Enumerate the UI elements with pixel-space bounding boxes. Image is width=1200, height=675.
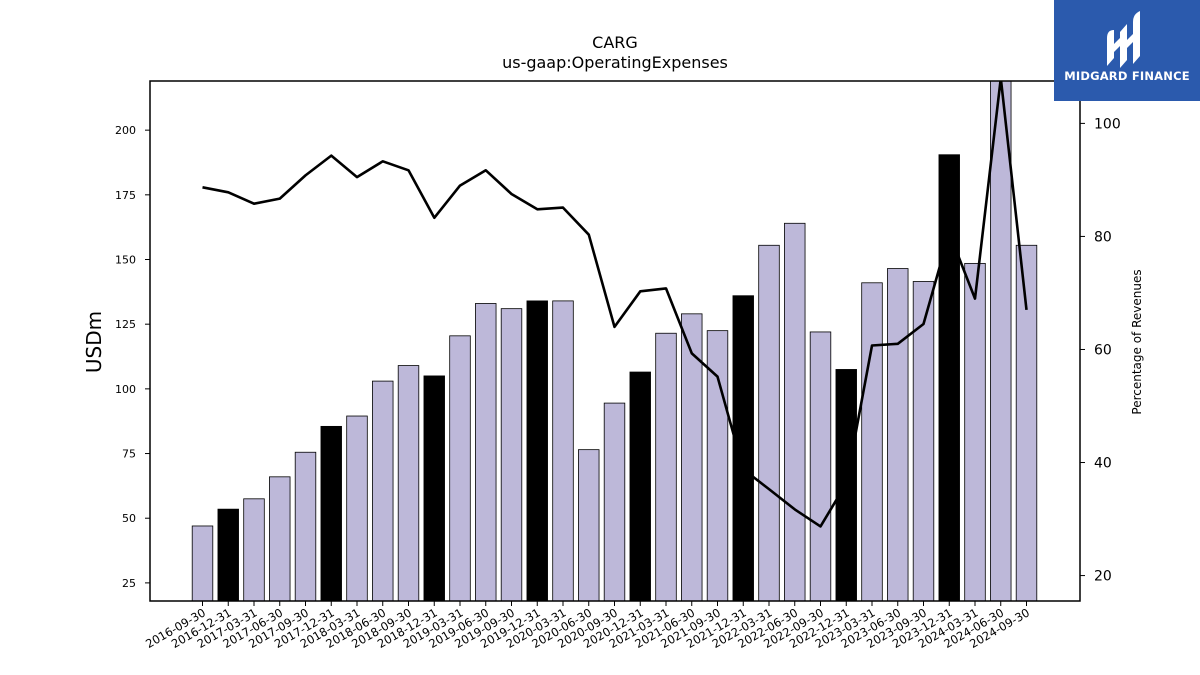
bar-2021-12-31 xyxy=(732,295,754,602)
bar-2017-06-30 xyxy=(269,476,291,602)
y-tick-label: 175 xyxy=(115,189,136,202)
bars xyxy=(191,80,1038,602)
y-tick-label: 125 xyxy=(115,318,136,331)
y2-tick-label: 40 xyxy=(1094,456,1112,472)
y-tick-label: 50 xyxy=(122,512,136,525)
y2-tick-label: 60 xyxy=(1094,342,1112,358)
bar-2017-12-31 xyxy=(320,425,342,602)
y2-tick-label: 100 xyxy=(1094,116,1121,132)
bar-2024-06-30 xyxy=(990,80,1012,602)
y-tick-label: 200 xyxy=(115,124,136,137)
y-tick-label: 25 xyxy=(122,577,136,590)
bar-2020-09-30 xyxy=(603,402,626,602)
chart-subtitle: us-gaap:OperatingExpenses xyxy=(502,53,728,72)
y2-tick-label: 80 xyxy=(1094,229,1112,245)
bar-2018-03-31 xyxy=(346,415,368,602)
bar-2019-12-31 xyxy=(526,300,548,602)
bar-2021-06-30 xyxy=(681,313,703,602)
y2-axis-label: Percentage of Revenues xyxy=(1130,269,1144,414)
bar-2023-03-31 xyxy=(861,282,883,602)
bar-2020-06-30 xyxy=(578,449,600,602)
y-tick-label: 75 xyxy=(122,448,136,461)
bar-2017-09-30 xyxy=(294,451,317,602)
bar-2023-12-31 xyxy=(938,154,960,602)
y2-tick-label: 20 xyxy=(1094,569,1112,585)
y-tick-label: 150 xyxy=(115,254,136,267)
bar-2024-03-31 xyxy=(964,262,986,602)
chart-title: CARG xyxy=(592,33,638,52)
percentage-line-path xyxy=(202,81,1028,528)
bar-2022-06-30 xyxy=(784,222,806,602)
logo-text: MIDGARD FINANCE xyxy=(1064,69,1190,83)
bar-2023-06-30 xyxy=(887,268,909,602)
bar-2019-09-30 xyxy=(500,308,523,602)
y-axis-label: USDm xyxy=(82,311,106,373)
axes: 255075100125150175200204060801002016-09-… xyxy=(115,80,1121,651)
bar-2020-12-31 xyxy=(629,371,651,602)
bar-2019-03-31 xyxy=(449,335,471,602)
percentage-line xyxy=(202,81,1028,528)
midgard-logo-icon xyxy=(1107,11,1140,68)
bar-2016-09-30 xyxy=(191,525,214,602)
bar-2019-06-30 xyxy=(475,303,497,602)
bar-2022-03-31 xyxy=(758,244,780,602)
bar-2022-09-30 xyxy=(809,331,832,602)
bar-2016-12-31 xyxy=(217,508,239,602)
bar-2018-09-30 xyxy=(397,365,420,602)
bar-2017-03-31 xyxy=(243,498,265,602)
y-tick-label: 100 xyxy=(115,383,136,396)
bar-2021-03-31 xyxy=(655,332,677,602)
bar-2020-03-31 xyxy=(552,300,574,602)
bar-2018-06-30 xyxy=(372,380,394,602)
bar-2018-12-31 xyxy=(423,375,445,602)
